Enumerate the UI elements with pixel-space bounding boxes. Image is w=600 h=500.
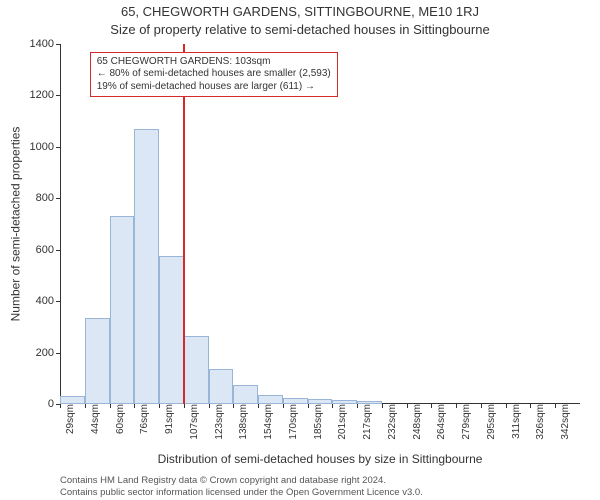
histogram-bar [110,216,135,404]
chart-subtitle: Size of property relative to semi-detach… [0,22,600,37]
x-tick-label: 201sqm [335,404,348,440]
plot-area: 020040060080010001200140029sqm44sqm60sqm… [60,44,580,404]
y-tick-label: 200 [36,347,60,359]
x-tick-label: 326sqm [533,404,546,440]
y-axis-line [60,44,61,404]
chart-footer: Contains HM Land Registry data © Crown c… [60,475,590,498]
x-tick-mark [110,404,111,408]
x-tick-label: 76sqm [137,404,150,434]
x-tick-mark [159,404,160,408]
x-tick-mark [209,404,210,408]
x-tick-mark [134,404,135,408]
y-axis-label: Number of semi-detached properties [8,44,22,404]
y-tick-label: 1400 [30,38,60,50]
x-axis-label: Distribution of semi-detached houses by … [60,452,580,466]
y-tick-label: 1000 [30,141,60,153]
reference-line [183,44,185,404]
x-tick-mark [407,404,408,408]
histogram-bar [184,336,209,404]
x-tick-label: 170sqm [286,404,299,440]
y-tick-label: 400 [36,295,60,307]
histogram-bar [233,385,258,404]
x-tick-label: 154sqm [261,404,274,440]
callout-line: 19% of semi-detached houses are larger (… [97,81,331,94]
x-tick-label: 264sqm [434,404,447,440]
x-tick-label: 232sqm [385,404,398,440]
histogram-bar [85,318,110,404]
x-tick-mark [332,404,333,408]
x-tick-label: 217sqm [360,404,373,440]
x-tick-label: 279sqm [459,404,472,440]
x-tick-label: 342sqm [558,404,571,440]
x-tick-mark [382,404,383,408]
histogram-bar [60,396,85,404]
x-tick-label: 248sqm [410,404,423,440]
x-tick-mark [283,404,284,408]
x-tick-label: 60sqm [113,404,126,434]
x-tick-mark [258,404,259,408]
x-tick-label: 44sqm [88,404,101,434]
x-tick-mark [233,404,234,408]
x-tick-mark [60,404,61,408]
x-tick-mark [357,404,358,408]
callout-line: 65 CHEGWORTH GARDENS: 103sqm [97,56,331,69]
histogram-bar [134,129,159,404]
x-tick-mark [456,404,457,408]
x-tick-label: 91sqm [162,404,175,434]
x-tick-mark [530,404,531,408]
y-tick-label: 0 [48,398,60,410]
x-tick-label: 29sqm [63,404,76,434]
footer-line: Contains public sector information licen… [60,487,590,498]
histogram-bar [159,256,184,404]
x-tick-mark [506,404,507,408]
y-tick-label: 600 [36,244,60,256]
y-tick-label: 800 [36,192,60,204]
histogram-bar [258,395,283,404]
histogram-bar [209,369,234,404]
y-tick-label: 1200 [30,89,60,101]
x-tick-label: 107sqm [187,404,200,440]
x-tick-mark [431,404,432,408]
x-tick-label: 311sqm [509,404,522,439]
x-tick-mark [184,404,185,408]
x-tick-mark [481,404,482,408]
x-tick-label: 138sqm [236,404,249,440]
x-tick-label: 123sqm [212,404,225,440]
x-tick-mark [308,404,309,408]
callout-line: ← 80% of semi-detached houses are smalle… [97,68,331,81]
x-tick-mark [85,404,86,408]
x-tick-label: 295sqm [484,404,497,440]
footer-line: Contains HM Land Registry data © Crown c… [60,475,590,486]
callout-box: 65 CHEGWORTH GARDENS: 103sqm← 80% of sem… [90,52,338,98]
x-tick-mark [555,404,556,408]
property-size-histogram: 65, CHEGWORTH GARDENS, SITTINGBOURNE, ME… [0,0,600,500]
chart-title: 65, CHEGWORTH GARDENS, SITTINGBOURNE, ME… [0,4,600,19]
x-tick-label: 185sqm [311,404,324,440]
